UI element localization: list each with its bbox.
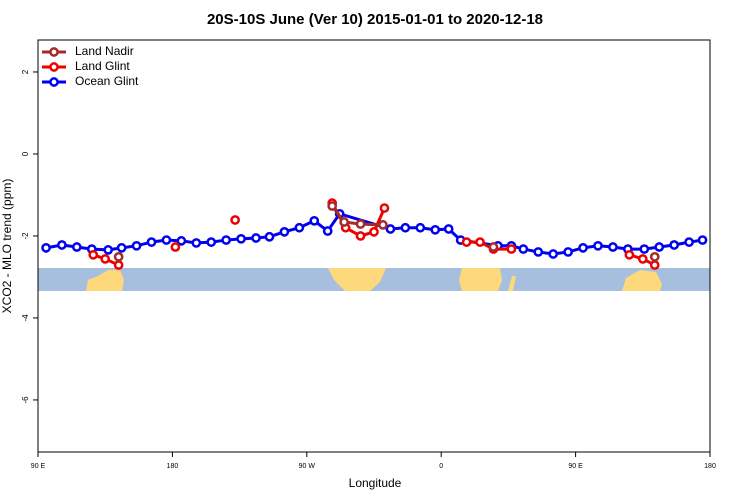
point bbox=[669, 240, 680, 250]
land-patch bbox=[459, 268, 502, 291]
point bbox=[146, 237, 157, 247]
point bbox=[400, 222, 411, 233]
land-patch bbox=[622, 270, 662, 291]
point bbox=[176, 236, 187, 246]
point bbox=[100, 254, 111, 264]
legend-marker bbox=[49, 77, 59, 87]
point bbox=[639, 244, 650, 254]
point bbox=[475, 237, 485, 247]
x-tick-label: 180 bbox=[167, 463, 179, 470]
legend-label: Land Glint bbox=[75, 59, 130, 73]
point bbox=[113, 252, 124, 262]
point bbox=[251, 233, 261, 243]
chart-title: 20S-10S June (Ver 10) 2015-01-01 to 2020… bbox=[207, 11, 543, 28]
point bbox=[103, 245, 114, 255]
point bbox=[654, 242, 665, 252]
point bbox=[649, 260, 660, 270]
point bbox=[355, 219, 366, 229]
point bbox=[385, 224, 396, 234]
point bbox=[71, 242, 82, 252]
point bbox=[533, 247, 544, 257]
point bbox=[578, 242, 588, 253]
x-tick-label: 90 E bbox=[568, 463, 583, 470]
point bbox=[369, 227, 379, 237]
point bbox=[116, 242, 127, 253]
series-line bbox=[330, 205, 384, 227]
point bbox=[608, 242, 618, 252]
point bbox=[309, 215, 320, 226]
point bbox=[322, 226, 333, 236]
x-tick-label: 0 bbox=[439, 463, 443, 470]
x-tick-label: 90 W bbox=[299, 463, 316, 470]
y-axis-label: XCO2 - MLO trend (ppm) bbox=[0, 179, 14, 314]
y-tick-label: 0 bbox=[21, 151, 30, 156]
point bbox=[506, 244, 517, 254]
point bbox=[443, 224, 454, 234]
point bbox=[379, 203, 390, 213]
legend-label: Ocean Glint bbox=[75, 74, 139, 88]
plot-frame bbox=[37, 39, 711, 453]
y-tick-label: -4 bbox=[21, 314, 30, 322]
point bbox=[378, 220, 388, 230]
point bbox=[294, 222, 305, 233]
series-line bbox=[466, 240, 512, 251]
point bbox=[593, 240, 603, 251]
point bbox=[264, 231, 275, 242]
land-patch bbox=[508, 276, 516, 291]
point bbox=[430, 224, 441, 235]
point bbox=[113, 260, 124, 270]
point bbox=[415, 222, 426, 233]
point bbox=[518, 244, 529, 254]
point bbox=[355, 231, 366, 241]
point bbox=[131, 240, 142, 251]
point bbox=[41, 242, 51, 253]
land-patch bbox=[86, 270, 124, 291]
x-tick-label: 180 bbox=[704, 463, 716, 470]
legend-marker bbox=[49, 47, 59, 57]
point bbox=[327, 201, 338, 211]
y-tick-label: -6 bbox=[21, 396, 30, 404]
x-tick-label: 90 E bbox=[31, 463, 46, 470]
point bbox=[339, 217, 349, 227]
legend-label: Land Nadir bbox=[75, 44, 134, 58]
point bbox=[236, 233, 246, 244]
point bbox=[563, 247, 573, 257]
y-tick-label: -2 bbox=[21, 232, 30, 240]
point bbox=[191, 238, 202, 248]
x-axis-label: Longitude bbox=[349, 476, 402, 490]
point bbox=[649, 252, 660, 262]
legend-marker bbox=[49, 62, 59, 72]
point bbox=[170, 242, 181, 252]
point bbox=[230, 215, 240, 225]
land-patch bbox=[328, 268, 386, 291]
point bbox=[488, 242, 499, 252]
point bbox=[637, 254, 648, 264]
point bbox=[461, 237, 472, 247]
point bbox=[57, 240, 67, 250]
point bbox=[221, 235, 232, 245]
point bbox=[624, 249, 635, 260]
point bbox=[161, 235, 172, 245]
point bbox=[548, 249, 559, 259]
map-band bbox=[38, 268, 710, 291]
point bbox=[279, 227, 290, 237]
point bbox=[697, 235, 708, 245]
point bbox=[88, 249, 99, 260]
y-tick-label: 2 bbox=[21, 69, 30, 74]
point bbox=[206, 237, 217, 247]
point bbox=[684, 237, 694, 247]
